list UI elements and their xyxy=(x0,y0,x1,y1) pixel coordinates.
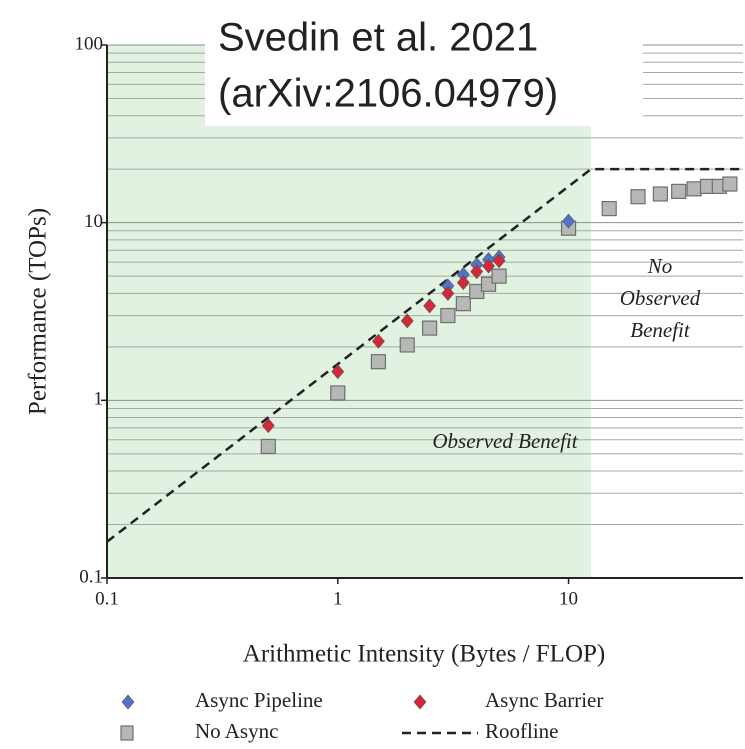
square-marker xyxy=(630,189,646,205)
diamond-marker xyxy=(441,285,455,301)
legend-item: Roofline xyxy=(402,719,559,743)
diamond-marker xyxy=(121,694,135,710)
diamond-marker xyxy=(400,313,414,329)
roofline xyxy=(106,167,743,543)
square-marker xyxy=(652,186,668,202)
square-marker xyxy=(491,268,507,284)
annotation: No xyxy=(647,254,673,278)
diamond-marker xyxy=(456,275,470,291)
overlay-text: Svedin et al. 2021 xyxy=(218,16,538,60)
square-marker xyxy=(722,176,738,192)
y-tick-label: 100 xyxy=(75,33,104,54)
square-marker xyxy=(260,438,276,455)
square-marker xyxy=(330,385,346,401)
legend-item: Async Pipeline xyxy=(121,688,323,712)
diamond-marker xyxy=(372,333,385,349)
annotation: Benefit xyxy=(630,318,691,342)
x-axis-label: Arithmetic Intensity (Bytes / FLOP) xyxy=(243,641,605,668)
x-tick-label: 1 xyxy=(333,588,343,609)
diamond-marker xyxy=(492,253,506,269)
y-axis-label: Performance (TOPs) xyxy=(25,208,52,415)
diamond-marker xyxy=(331,364,345,380)
square-marker xyxy=(370,354,387,370)
diamond-marker xyxy=(413,694,427,710)
y-tick-label: 1 xyxy=(94,389,104,410)
diamond-marker xyxy=(470,264,484,280)
square-marker xyxy=(422,320,438,336)
square-marker xyxy=(686,181,702,197)
square-marker xyxy=(399,337,415,353)
legend-item: No Async xyxy=(120,719,278,743)
square-marker xyxy=(671,183,687,199)
overlay-box xyxy=(205,8,643,126)
diamond-marker xyxy=(482,258,495,274)
x-tick-label: 10 xyxy=(559,588,578,609)
legend-item: Async Barrier xyxy=(413,688,603,712)
legend-label: Roofline xyxy=(485,719,559,743)
annotation: Observed Benefit xyxy=(432,429,578,453)
diamond-marker xyxy=(562,213,575,229)
square-marker xyxy=(440,307,456,324)
square-marker xyxy=(601,200,617,217)
x-tick-label: 0.1 xyxy=(95,588,119,609)
y-tick-label: 0.1 xyxy=(79,566,103,587)
square-marker xyxy=(120,725,134,741)
legend-label: Async Barrier xyxy=(485,688,603,712)
diamond-marker xyxy=(261,418,275,434)
annotation: Observed xyxy=(620,286,701,310)
y-tick-label: 10 xyxy=(84,211,103,232)
square-marker xyxy=(455,296,471,312)
legend-label: No Async xyxy=(195,719,278,743)
overlay-text: (arXiv:2106.04979) xyxy=(218,72,558,116)
diamond-marker xyxy=(423,298,437,314)
benefit-region xyxy=(107,45,591,578)
legend-label: Async Pipeline xyxy=(195,688,323,712)
